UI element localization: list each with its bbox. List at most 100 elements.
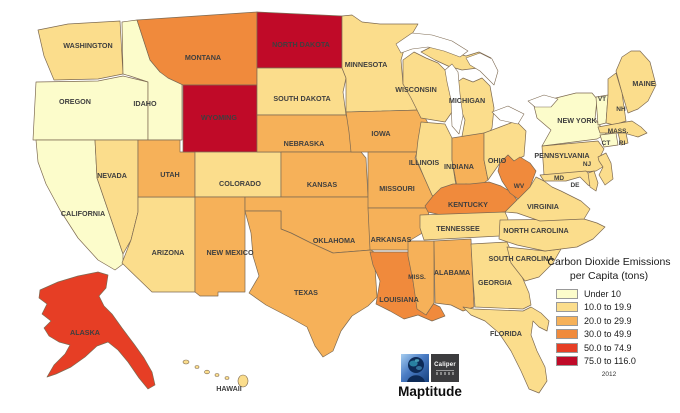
state-ct: [599, 132, 619, 148]
state-label-ia: IOWA: [371, 129, 390, 138]
legend-label: Under 10: [584, 288, 622, 299]
caliper-wordmark: Caliper: [434, 361, 456, 368]
caliper-line: [436, 369, 454, 371]
state-label-ga: GEORGIA: [478, 278, 512, 287]
legend-label: 10.0 to 19.9: [584, 302, 632, 313]
state-label-ok: OKLAHOMA: [313, 236, 355, 245]
legend-row: 50.0 to 74.9: [556, 341, 680, 354]
state-label-va: VIRGINIA: [527, 202, 559, 211]
state-co: [194, 151, 282, 198]
state-de: [587, 170, 599, 192]
state-ga: [470, 241, 532, 310]
state-fl: [462, 306, 550, 394]
state-ma: [597, 120, 648, 138]
lake-huron: [465, 52, 499, 86]
state-label-ny: NEW YORK: [557, 116, 597, 125]
legend-label: 75.0 to 116.0: [584, 355, 636, 366]
caliper-logo-tile: Caliper: [431, 354, 459, 382]
state-label-ne: NEBRASKA: [284, 139, 325, 148]
state-me: [615, 50, 657, 114]
state-nm: [194, 196, 246, 297]
state-label-in: INDIANA: [444, 162, 474, 171]
state-label-mi: MICHIGAN: [449, 96, 485, 105]
legend: Carbon Dioxide Emissions per Capita (ton…: [536, 256, 680, 378]
state-label-ct: CT: [602, 140, 611, 147]
state-sd: [256, 67, 347, 116]
state-label-ma: MASS.: [608, 128, 629, 135]
legend-swatch: [556, 288, 578, 299]
state-label-ut: UTAH: [160, 170, 179, 179]
state-label-ri: RI: [619, 140, 626, 147]
state-label-or: OREGON: [59, 97, 91, 106]
state-mn: [341, 14, 422, 113]
state-label-wa: WASHINGTON: [63, 41, 112, 50]
legend-title-line1: Carbon Dioxide Emissions: [547, 256, 671, 268]
legend-row: 75.0 to 116.0: [556, 354, 680, 367]
maptitude-logo: Caliper Maptitude: [394, 354, 466, 399]
maptitude-globe-head-icon: [401, 354, 429, 382]
state-label-vt: VT: [598, 96, 606, 103]
state-tx: [244, 210, 378, 358]
state-label-sc: SOUTH CAROLINA: [488, 254, 553, 263]
state-label-co: COLORADO: [219, 179, 261, 188]
state-label-nm: NEW MEXICO: [206, 248, 254, 257]
state-label-pa: PENNSYLVANIA: [534, 151, 589, 160]
legend-label: 30.0 to 49.9: [584, 329, 632, 340]
legend-row: 30.0 to 49.9: [556, 327, 680, 340]
state-hi-island: [204, 369, 210, 375]
state-va: [504, 176, 591, 222]
state-nj: [597, 152, 614, 186]
state-label-mn: MINNESOTA: [345, 60, 388, 69]
state-label-md: MD: [554, 175, 564, 182]
state-label-nh: NH: [616, 106, 626, 113]
state-wv: [497, 154, 537, 200]
state-hi-island: [224, 376, 230, 380]
state-label-ks: KANSAS: [307, 180, 338, 189]
state-hi-island: [237, 374, 249, 388]
state-label-il: ILLINOIS: [409, 158, 440, 167]
state-ak: [38, 271, 156, 390]
state-label-mt: MONTANA: [185, 53, 221, 62]
legend-swatch: [556, 302, 578, 313]
logo-tiles: Caliper: [394, 354, 466, 382]
caliper-dots: [436, 371, 454, 375]
state-label-tx: TEXAS: [294, 288, 318, 297]
state-label-tn: TENNESSEE: [436, 224, 480, 233]
legend-rows: Under 10 10.0 to 19.9 20.0 to 29.9 30.0 to …: [556, 287, 680, 367]
state-mi: [451, 77, 495, 143]
maptitude-wordmark: Maptitude: [398, 384, 462, 399]
state-label-ak: ALASKA: [70, 328, 100, 337]
state-label-de: DE: [570, 182, 580, 189]
state-label-ca: CALIFORNIA: [61, 209, 105, 218]
state-label-mo: MISSOURI: [379, 184, 415, 193]
legend-swatch: [556, 315, 578, 326]
state-label-nc: NORTH CAROLINA: [503, 226, 568, 235]
legend-label: 20.0 to 29.9: [584, 315, 632, 326]
state-label-ky: KENTUCKY: [448, 200, 488, 209]
state-label-id: IDAHO: [133, 99, 157, 108]
state-hi-island: [214, 373, 220, 377]
state-label-wv: WV: [514, 183, 525, 190]
lake-ontario: [527, 94, 559, 108]
state-label-nv: NEVADA: [97, 171, 127, 180]
state-hi-island: [194, 365, 200, 369]
state-label-nd: NORTH DAKOTA: [272, 40, 330, 49]
state-label-sd: SOUTH DAKOTA: [273, 94, 330, 103]
state-label-fl: FLORIDA: [490, 329, 522, 338]
state-label-wi: WISCONSIN: [395, 85, 437, 94]
state-hi-island: [182, 359, 190, 365]
lake-superior: [395, 32, 469, 58]
lake-michigan: [444, 63, 464, 135]
legend-row: 10.0 to 19.9: [556, 301, 680, 314]
state-label-wy: WYOMING: [201, 113, 237, 122]
legend-title-line2: per Capita (tons): [569, 269, 649, 282]
lake-erie: [491, 105, 525, 125]
state-label-la: LOUISIANA: [379, 295, 419, 304]
state-label-hi: HAWAII: [216, 384, 242, 393]
state-label-oh: OHIO: [488, 156, 507, 165]
state-label-al: ALABAMA: [434, 268, 470, 277]
state-label-az: ARIZONA: [152, 248, 185, 257]
state-nc: [498, 218, 606, 252]
